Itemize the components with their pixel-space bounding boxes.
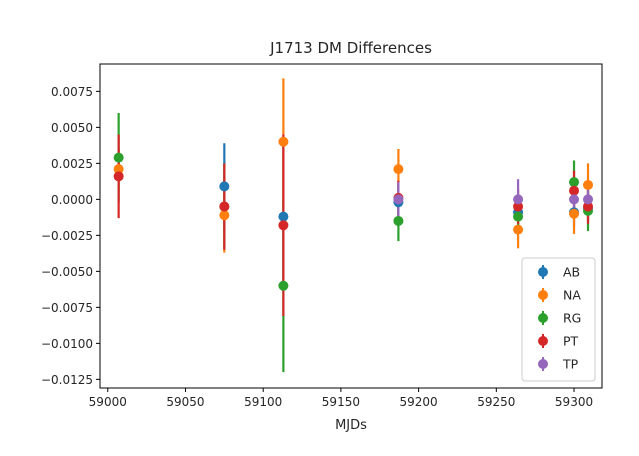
legend-marker-na <box>538 290 548 300</box>
legend-label-rg: RG <box>563 311 581 326</box>
point-rg-5 <box>569 177 580 188</box>
legend-label-tp: TP <box>562 357 579 372</box>
point-pt-5 <box>569 185 580 196</box>
point-pt-0 <box>113 171 124 182</box>
point-na-2 <box>278 136 289 147</box>
y-tick-label-6: 0.0025 <box>51 157 93 171</box>
x-axis-label: MJDs <box>335 418 367 433</box>
point-pt-4 <box>513 201 524 212</box>
x-tick-label-2: 59100 <box>244 395 282 409</box>
point-na-3 <box>393 164 404 175</box>
point-na-1 <box>219 210 230 221</box>
legend-label-ab: AB <box>563 265 580 280</box>
x-tick-label-1: 59050 <box>166 395 204 409</box>
x-tick-label-4: 59200 <box>400 395 438 409</box>
markers-layer <box>113 136 594 291</box>
point-pt-2 <box>278 220 289 231</box>
point-ab-0 <box>219 181 230 192</box>
y-tick-label-1: −0.0100 <box>41 337 93 351</box>
point-tp-3 <box>583 194 594 205</box>
legend: AB NA RG PT TP <box>521 257 596 382</box>
legend-marker-ab <box>538 267 548 277</box>
y-tick-label-5: 0.0000 <box>51 193 93 207</box>
point-pt-6 <box>583 201 594 212</box>
legend-frame <box>521 257 596 382</box>
legend-label-pt: PT <box>563 334 579 349</box>
legend-marker-pt <box>538 336 548 346</box>
y-tick-label-3: −0.0050 <box>41 265 93 279</box>
x-tick-label-6: 59300 <box>555 395 593 409</box>
legend-label-na: NA <box>563 288 581 303</box>
point-na-4 <box>513 224 524 235</box>
y-tick-label-0: −0.0125 <box>41 373 93 387</box>
point-rg-2 <box>278 280 289 291</box>
point-na-0 <box>113 164 124 175</box>
point-rg-0 <box>113 152 124 163</box>
point-tp-2 <box>569 194 580 205</box>
legend-marker-rg <box>538 313 548 323</box>
y-axis: −0.0125 −0.0100 −0.0075 −0.0050 −0.0025 0.000… <box>41 85 100 387</box>
point-rg-3 <box>393 215 404 226</box>
chart-title: J1713 DM Differences <box>269 39 432 57</box>
x-tick-label-5: 59250 <box>477 395 515 409</box>
x-axis: 59000 59050 59100 59150 59200 59250 59300 <box>89 388 593 409</box>
x-tick-label-3: 59150 <box>322 395 360 409</box>
point-na-6 <box>583 179 594 190</box>
plot-frame <box>99 63 603 389</box>
y-tick-label-7: 0.0050 <box>51 121 93 135</box>
y-tick-label-8: 0.0075 <box>51 85 93 99</box>
point-tp-0 <box>393 194 404 205</box>
point-ab-1 <box>278 211 289 222</box>
legend-marker-tp <box>538 359 548 369</box>
point-rg-4 <box>513 211 524 222</box>
point-na-5 <box>569 208 580 219</box>
point-tp-1 <box>513 194 524 205</box>
point-pt-1 <box>219 201 230 212</box>
y-tick-label-2: −0.0075 <box>41 301 93 315</box>
x-tick-label-0: 59000 <box>89 395 127 409</box>
y-tick-label-4: −0.0025 <box>41 229 93 243</box>
